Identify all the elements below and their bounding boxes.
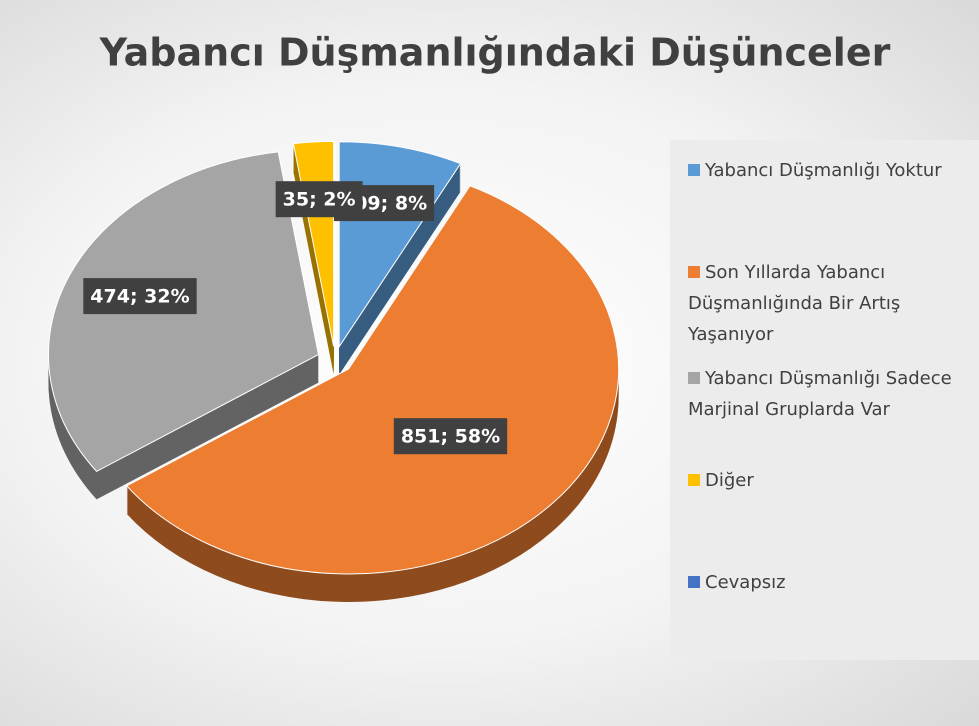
data-label-text: 851; 58%: [401, 426, 500, 448]
legend-item: Diğer: [688, 465, 976, 496]
data-label: 474; 32%: [83, 278, 197, 315]
legend-item: Yabancı Düşmanlığı Yoktur: [688, 155, 976, 186]
legend-swatch: [688, 266, 700, 278]
data-label-box: [275, 181, 363, 218]
data-label-box: [393, 418, 508, 455]
legend-label: Son Yıllarda Yabancı Düşmanlığında Bir A…: [688, 262, 901, 345]
data-label: 851; 58%: [393, 418, 508, 455]
slice: [125, 185, 620, 575]
legend-label: Yabancı Düşmanlığı Sadece Marjinal Grupl…: [688, 368, 952, 420]
legend-item: Yabancı Düşmanlığı Sadece Marjinal Grupl…: [688, 363, 976, 425]
legend-item: Cevapsız: [688, 567, 976, 598]
data-label-box: [83, 278, 197, 315]
data-label: 35; 2%: [275, 181, 363, 218]
legend-swatch: [688, 576, 700, 588]
legend-swatch: [688, 372, 700, 384]
legend: Yabancı Düşmanlığı Yoktur Son Yıllarda Ya…: [670, 140, 979, 660]
legend-swatch: [688, 474, 700, 486]
chart-title: Yabancı Düşmanlığındaki Düşünceler: [99, 31, 891, 75]
legend-item: Son Yıllarda Yabancı Düşmanlığında Bir A…: [688, 257, 976, 350]
legend-label: Yabancı Düşmanlığı Yoktur: [705, 160, 942, 181]
data-label-text: 474; 32%: [90, 286, 189, 308]
legend-label: Diğer: [705, 470, 754, 491]
data-label-text: 35; 2%: [283, 189, 356, 211]
legend-label: Cevapsız: [705, 572, 786, 593]
legend-swatch: [688, 164, 700, 176]
